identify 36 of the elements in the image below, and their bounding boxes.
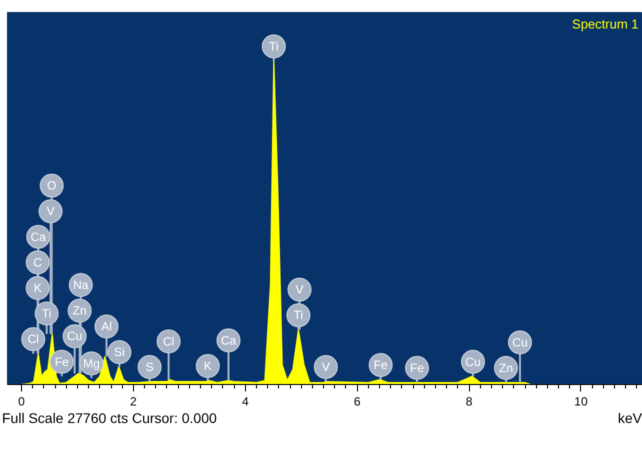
x-tick-label: 4 — [242, 394, 249, 408]
x-tick-label: 0 — [18, 394, 26, 408]
x-tick-label: 8 — [466, 394, 473, 408]
annotation: V — [296, 282, 304, 297]
annotation: Zn — [498, 360, 514, 375]
annotation: Fe — [54, 354, 70, 369]
annotation: Fe — [374, 358, 388, 372]
annotation: Cl — [28, 332, 39, 346]
annotation: Ca — [30, 230, 46, 244]
annotation: Ti — [269, 39, 279, 54]
annotation: Cu — [66, 329, 82, 344]
annotation: Mg — [83, 356, 100, 370]
x-axis-title: keV — [618, 409, 642, 428]
x-tick-label: 6 — [354, 394, 361, 408]
annotation: S — [146, 360, 154, 374]
annotation: O — [47, 178, 56, 193]
annotation: V — [46, 204, 55, 218]
annotation: C — [33, 255, 42, 270]
annotation: Ti — [294, 308, 304, 322]
annotation: Zn — [72, 304, 87, 318]
annotation: V — [322, 360, 330, 374]
x-tick-label: 10 — [574, 394, 588, 408]
annotation: Cu — [512, 335, 528, 350]
annotation: Cu — [465, 354, 481, 369]
annotation: Ti — [42, 306, 52, 321]
text: Full Scale 27760 cts Cursor: 0.000 — [2, 409, 217, 428]
x-tick-label: 2 — [130, 394, 138, 408]
annotation: Si — [114, 345, 125, 360]
annotation: Na — [73, 278, 89, 292]
annotation: Fe — [410, 360, 424, 375]
annotation: K — [204, 358, 212, 373]
annotation: Ca — [220, 333, 236, 348]
annotation: Cl — [162, 334, 174, 348]
annotation: K — [34, 280, 42, 295]
text: Spectrum 1 — [572, 16, 639, 32]
annotation: Al — [101, 320, 112, 334]
